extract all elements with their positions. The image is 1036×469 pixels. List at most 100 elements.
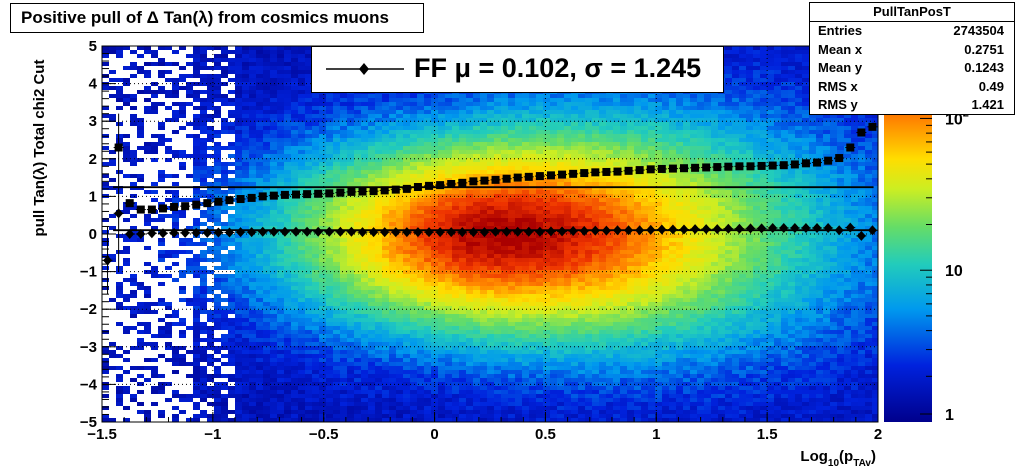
heatmap-cell [466,126,473,130]
heatmap-cell [564,238,571,242]
heatmap-cell [529,206,536,210]
heatmap-cell [235,178,242,182]
heatmap-cell [627,138,634,142]
heatmap-cell [298,94,305,98]
heatmap-cell [543,206,550,210]
heatmap-cell [809,190,816,194]
heatmap-cell [200,58,207,62]
heatmap-cell [781,126,788,130]
heatmap-cell [249,222,256,226]
heatmap-cell [753,230,760,234]
heatmap-cell [732,146,739,150]
heatmap-cell [683,174,690,178]
heatmap-cell [802,142,809,146]
heatmap-cell [858,158,865,162]
heatmap-cell [417,158,424,162]
heatmap-cell [830,158,837,162]
heatmap-cell [613,114,620,118]
heatmap-cell [718,230,725,234]
heatmap-cell [788,150,795,154]
heatmap-cell [431,234,438,238]
heatmap-cell [592,134,599,138]
heatmap-cell [382,118,389,122]
heatmap-cell [774,66,781,70]
heatmap-cell [753,98,760,102]
heatmap-cell [410,206,417,210]
heatmap-cell [284,106,291,110]
heatmap-cell [704,102,711,106]
heatmap-cell [746,122,753,126]
heatmap-cell [865,162,872,166]
heatmap-cell [760,170,767,174]
heatmap-cell [200,78,207,82]
heatmap-cell [557,158,564,162]
heatmap-cell [564,98,571,102]
heatmap-cell [214,90,221,94]
heatmap-cell [690,126,697,130]
heatmap-cell [431,178,438,182]
heatmap-cell [221,118,228,122]
heatmap-cell [557,102,564,106]
heatmap-cell [718,94,725,98]
heatmap-cell [298,106,305,110]
heatmap-cell [613,98,620,102]
heatmap-cell [151,150,158,154]
heatmap-cell [739,202,746,206]
heatmap-cell [277,54,284,58]
heatmap-cell [718,138,725,142]
heatmap-cell [459,142,466,146]
heatmap-cell [830,154,837,158]
heatmap-cell [676,226,683,230]
heatmap-cell [424,98,431,102]
heatmap-cell [200,222,207,226]
heatmap-cell [599,222,606,226]
heatmap-cell [165,118,172,122]
heatmap-cell [214,182,221,186]
heatmap-cell [578,202,585,206]
heatmap-cell [410,222,417,226]
heatmap-cell [417,134,424,138]
heatmap-cell [298,150,305,154]
heatmap-cell [774,218,781,222]
heatmap-cell [396,142,403,146]
heatmap-cell [361,202,368,206]
heatmap-cell [403,166,410,170]
heatmap-cell [844,154,851,158]
heatmap-cell [704,122,711,126]
heatmap-cell [501,118,508,122]
heatmap-cell [480,222,487,226]
heatmap-cell [592,142,599,146]
heatmap-cell [221,66,228,70]
heatmap-cell [291,162,298,166]
heatmap-cell [599,126,606,130]
heatmap-cell [242,74,249,78]
heatmap-cell [697,106,704,110]
heatmap-cell [172,218,179,222]
heatmap-cell [683,130,690,134]
heatmap-cell [767,66,774,70]
heatmap-cell [417,102,424,106]
heatmap-cell [809,214,816,218]
heatmap-cell [410,174,417,178]
heatmap-cell [585,238,592,242]
heatmap-cell [529,210,536,214]
heatmap-cell [760,74,767,78]
heatmap-cell [284,162,291,166]
heatmap-cell [599,182,606,186]
heatmap-cell [795,138,802,142]
heatmap-cell [550,110,557,114]
heatmap-cell [368,170,375,174]
heatmap-cell [522,234,529,238]
heatmap-cell [760,130,767,134]
heatmap-cell [459,106,466,110]
heatmap-cell [347,138,354,142]
heatmap-cell [648,162,655,166]
heatmap-cell [382,218,389,222]
heatmap-cell [704,138,711,142]
heatmap-cell [809,142,816,146]
heatmap-cell [788,82,795,86]
heatmap-cell [221,206,228,210]
heatmap-cell [207,86,214,90]
heatmap-cell [795,178,802,182]
heatmap-cell [270,198,277,202]
